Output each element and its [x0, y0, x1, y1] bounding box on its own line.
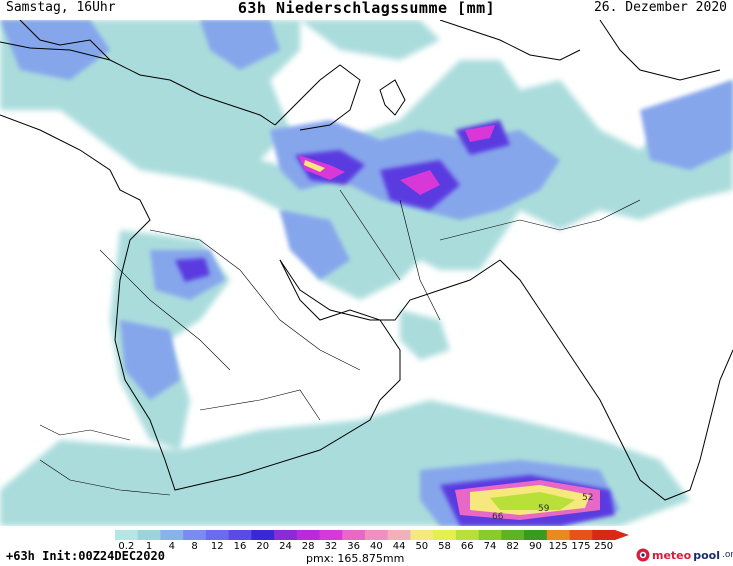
colorbar-swatch	[569, 530, 593, 540]
colorbar-tick-label: 50	[415, 541, 429, 552]
max-precip: pmx: 165.875mm	[306, 552, 405, 565]
colorbar-swatch	[592, 530, 616, 540]
colorbar-tick-label: 125	[548, 541, 568, 552]
colorbar-tick-label: 4	[168, 541, 175, 552]
precipitation-map: 66 59 52	[0, 20, 733, 526]
colorbar-tick-label: 0.2	[118, 541, 135, 552]
colorbar-swatch	[455, 530, 480, 540]
contour-label: 66	[492, 512, 504, 522]
colorbar-swatch	[524, 530, 548, 540]
colorbar-swatch	[365, 530, 389, 540]
colorbar-tick-label: 44	[392, 541, 406, 552]
colorbar-end-arrow	[615, 530, 629, 540]
precipitation-field-peak	[298, 125, 600, 520]
colorbar-tick-label: 82	[506, 541, 520, 552]
colorbar-swatch	[319, 530, 343, 540]
colorbar-tick-label: 175	[571, 541, 591, 552]
colorbar-tick-label: 74	[483, 541, 497, 552]
colorbar-tick-label: 90	[529, 541, 542, 552]
colorbar-swatch	[478, 530, 502, 540]
colorbar-swatch	[501, 530, 525, 540]
logo-text-meteo: meteo	[652, 548, 692, 562]
contour-label: 59	[538, 504, 550, 514]
precipitation-field-light	[0, 20, 733, 526]
contour-label: 52	[582, 493, 593, 503]
colorbar-swatch	[410, 530, 434, 540]
colorbar-tick-label: 40	[369, 541, 383, 552]
colorbar-swatch	[228, 530, 252, 540]
colorbar-tick-label: 250	[594, 541, 614, 552]
colorbar-swatch	[387, 530, 411, 540]
logo-drop-icon	[636, 548, 650, 562]
colorbar-swatch	[342, 530, 366, 540]
colorbar-tick-label: 58	[438, 541, 451, 552]
forecast-date: 26. Dezember 2020	[593, 0, 727, 15]
colorbar-tick-label: 16	[233, 541, 247, 552]
map-title: 63h Niederschlagssumme [mm]	[237, 0, 496, 17]
precipitation-colorbar	[115, 530, 629, 540]
colorbar-swatch	[296, 530, 321, 540]
colorbar-tick-label: 66	[460, 541, 474, 552]
colorbar-swatch	[546, 530, 571, 540]
init-time: +63h Init:00Z24DEC2020	[6, 549, 165, 563]
colorbar-swatch	[183, 530, 207, 540]
colorbar-tick-label: 32	[324, 541, 338, 552]
colorbar-tick-label: 28	[301, 541, 315, 552]
colorbar-tick-label: 24	[279, 541, 292, 552]
forecast-valid-time: Samstag, 16Uhr	[6, 0, 116, 15]
colorbar-tick-label: 36	[347, 541, 360, 552]
logo-text-org: .org	[721, 550, 733, 560]
colorbar-tick-label: 8	[191, 541, 198, 552]
coastlines-and-borders	[0, 20, 733, 501]
colorbar-swatch	[274, 530, 298, 540]
colorbar-swatch	[160, 530, 184, 540]
colorbar-swatch	[137, 530, 161, 540]
colorbar-tick-label: 20	[256, 541, 270, 552]
colorbar-tick-label: 1	[145, 541, 153, 552]
colorbar-swatch	[205, 530, 230, 540]
contour-labels: 66 59 52	[492, 493, 593, 522]
colorbar-swatch	[115, 530, 139, 540]
colorbar-swatch	[251, 530, 275, 540]
colorbar-tick-label: 12	[210, 541, 224, 552]
colorbar-swatch	[433, 530, 457, 540]
logo-text-pool: pool	[693, 548, 720, 562]
